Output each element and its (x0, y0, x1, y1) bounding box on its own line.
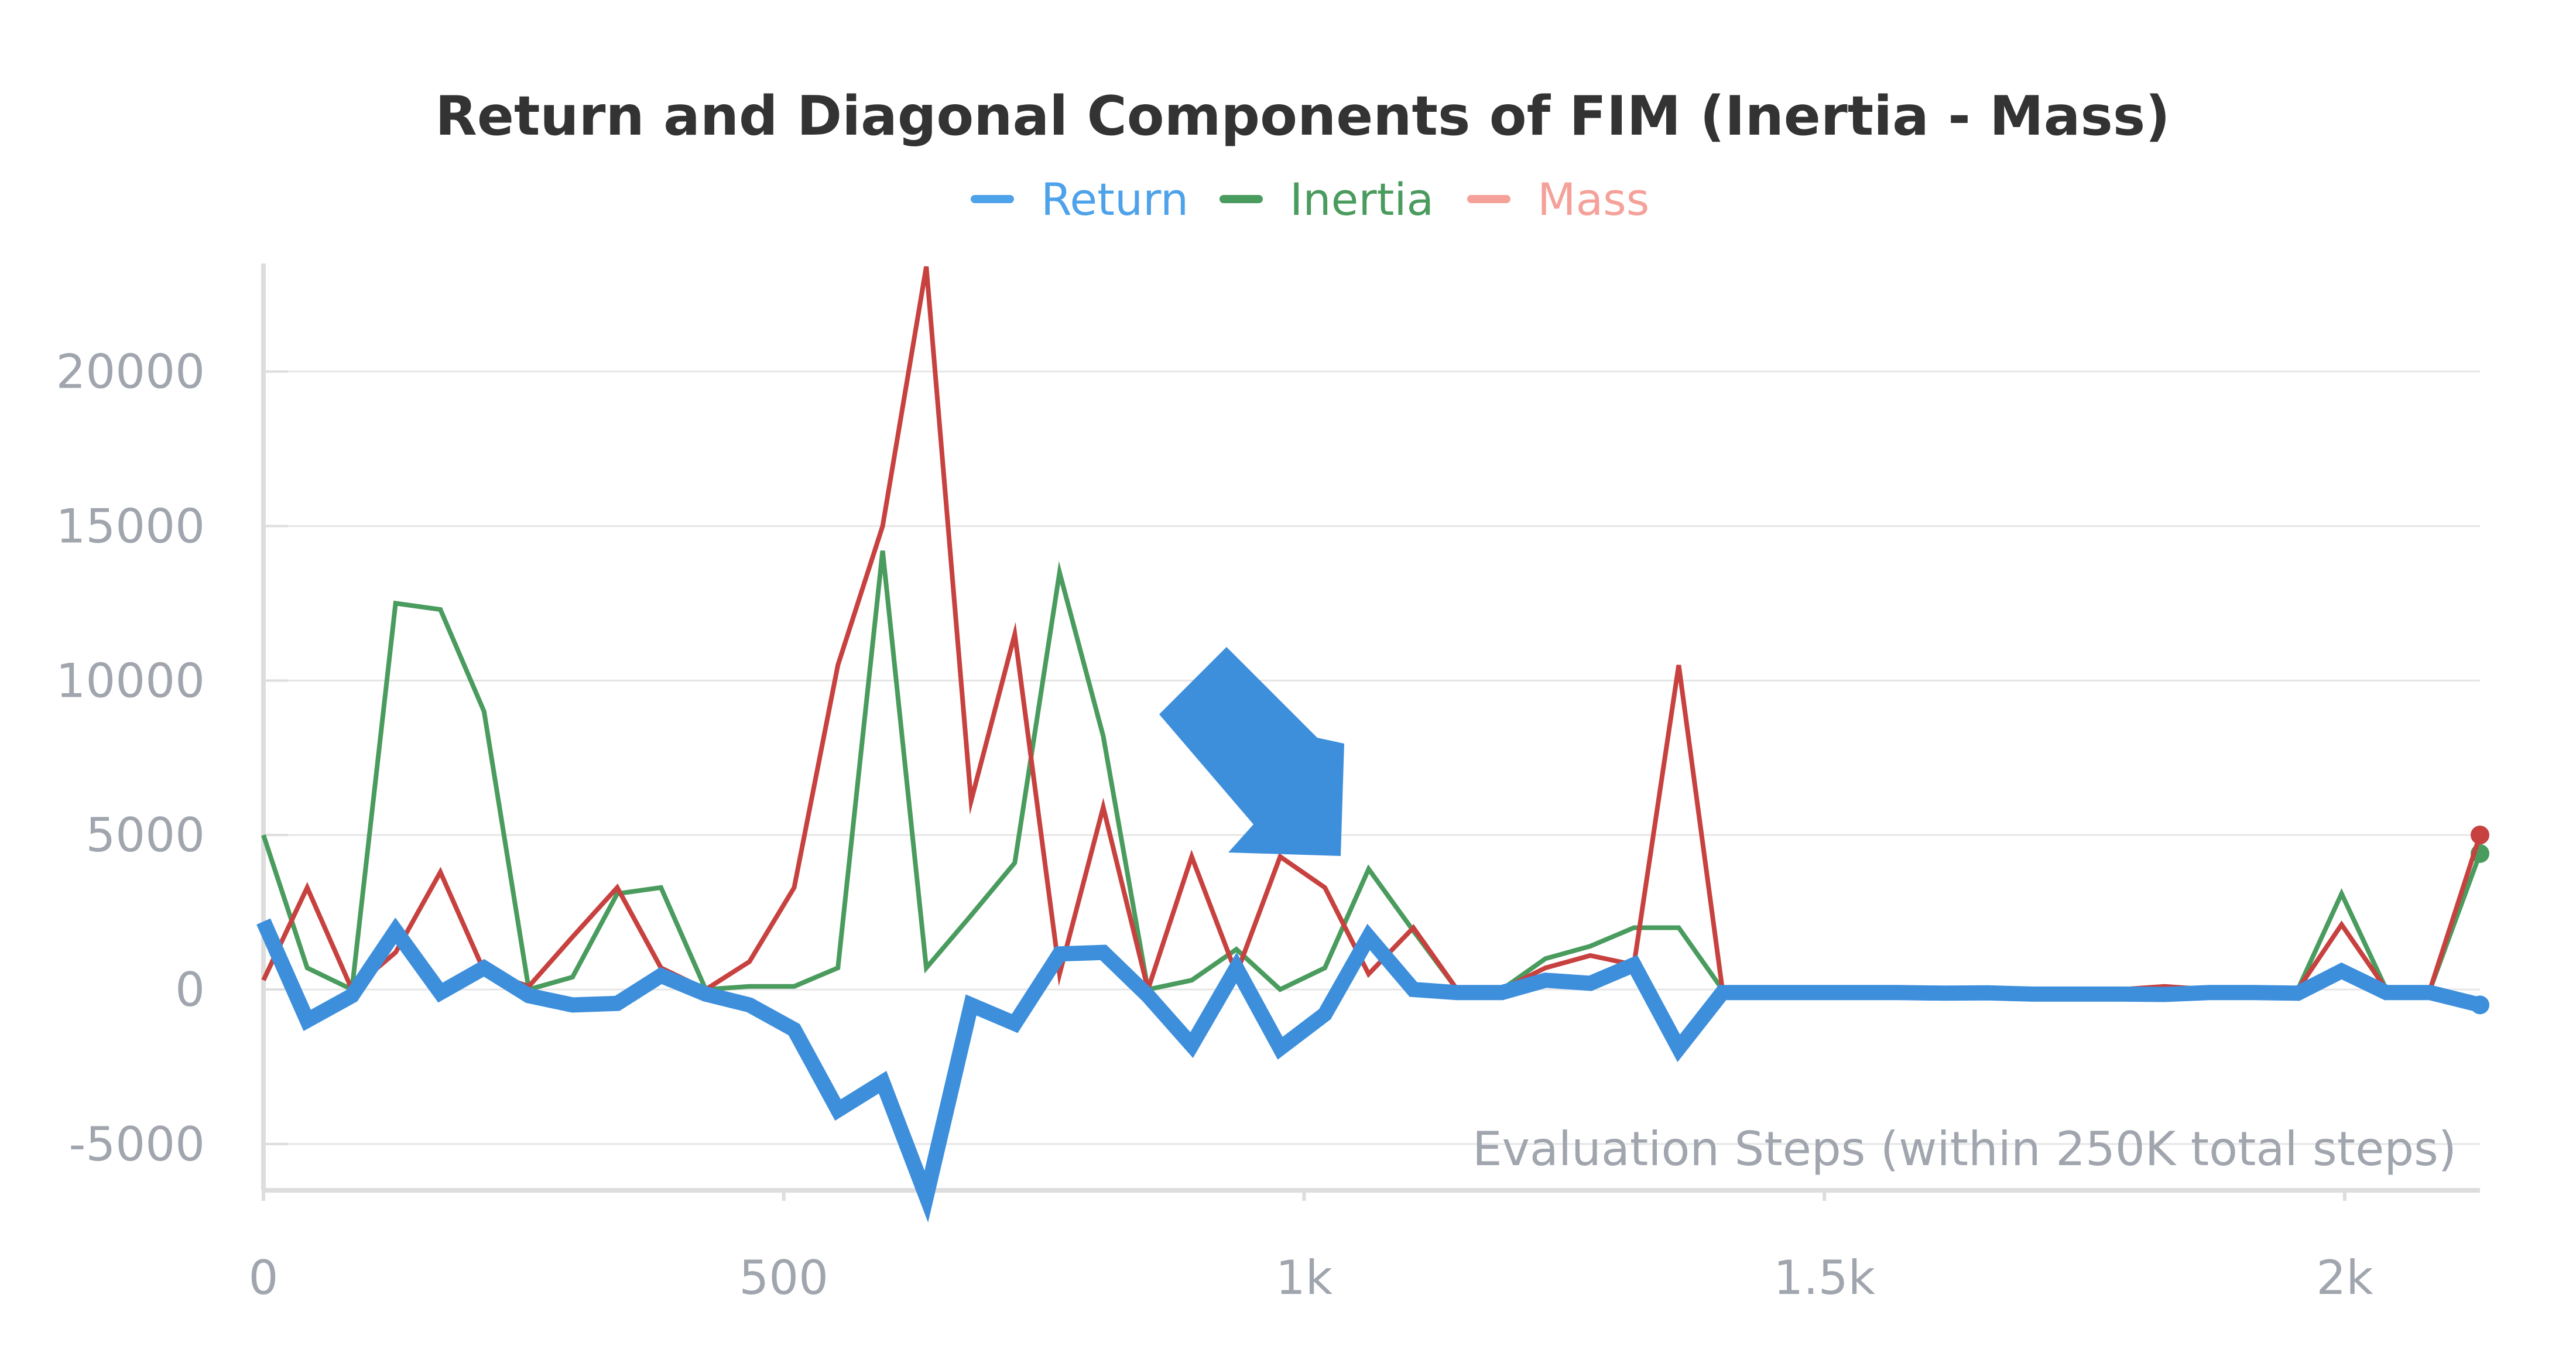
x-tick-label: 2k (2316, 1251, 2373, 1305)
legend-item-mass[interactable]: Mass (1467, 173, 1649, 225)
legend-item-return[interactable]: Return (971, 173, 1188, 225)
series-line-mass[interactable] (261, 266, 2482, 998)
x-tick-label: 1k (1276, 1251, 1333, 1305)
y-tick-label: 10000 (56, 653, 205, 708)
x-tick-label: 500 (739, 1251, 828, 1305)
arrow-down-right-icon (1159, 647, 1344, 856)
chart-title: Return and Diagonal Components of FIM (I… (435, 84, 2170, 148)
legend-label-mass: Mass (1537, 173, 1649, 225)
legend-label-inertia: Inertia (1290, 173, 1434, 225)
legend: Return Inertia Mass (971, 173, 1649, 225)
legend-label-return: Return (1041, 173, 1188, 225)
series-endpoint-mass (2471, 826, 2489, 845)
series-lines (256, 266, 2489, 1223)
axes: -5000 0 5000 10000 15000 20000 0 500 1k 1.5k 2k (56, 263, 2480, 1305)
x-tick-label: 1.5k (1773, 1251, 1875, 1305)
y-tick-label: 5000 (85, 808, 205, 862)
y-tick-label: 20000 (56, 345, 205, 399)
grid-lines (263, 371, 2480, 1145)
y-tick-label: -5000 (69, 1117, 205, 1172)
x-axis-title: Evaluation Steps (within 250K total step… (1472, 1122, 2457, 1176)
y-tick-label: 15000 (56, 499, 205, 554)
series-line-inertia[interactable] (261, 550, 2482, 994)
series-endpoint-return (2471, 995, 2489, 1015)
legend-item-inertia[interactable]: Inertia (1220, 173, 1434, 225)
series-line-return[interactable] (256, 917, 2482, 1223)
x-tick-label: 0 (249, 1251, 279, 1305)
y-tick-label: 0 (175, 963, 205, 1017)
